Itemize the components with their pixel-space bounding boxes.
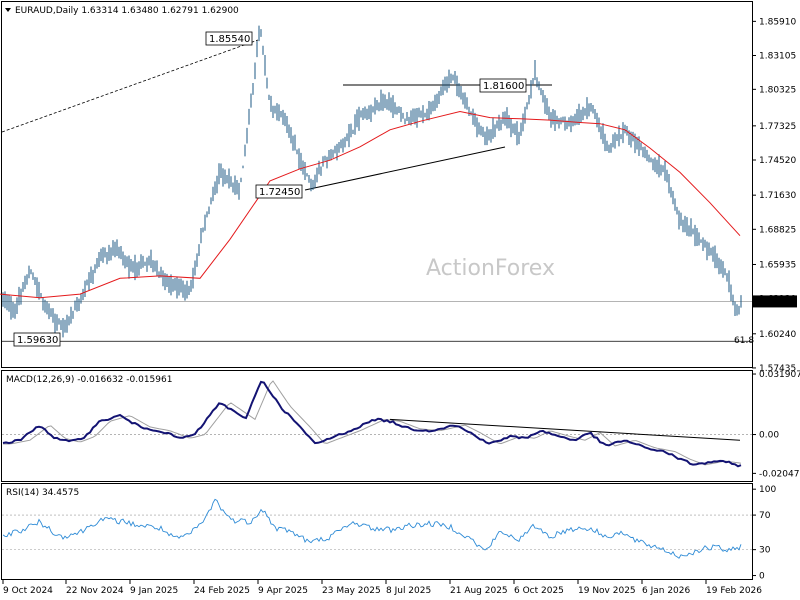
dotted-trendline bbox=[1, 39, 259, 133]
price-tick-label: 1.71630 bbox=[759, 191, 796, 201]
price-tick-label: 1.68825 bbox=[759, 225, 796, 235]
label-61-8: 61.8 bbox=[734, 336, 754, 346]
main-header-text: EURAUD,Daily 1.63314 1.63480 1.62791 1.6… bbox=[15, 6, 239, 16]
date-tick-label: 9 Oct 2024 bbox=[3, 586, 53, 596]
rising-trendline bbox=[304, 146, 506, 191]
macd-trendline bbox=[389, 418, 741, 441]
rsi-layer bbox=[2, 498, 752, 559]
date-tick-label: 8 Jul 2025 bbox=[386, 586, 431, 596]
label-1-72450: 1.72450 bbox=[259, 187, 300, 198]
rsi-panel-frame bbox=[1, 483, 753, 580]
macd-header-text: MACD(12,26,9) -0.016632 -0.015961 bbox=[6, 375, 172, 385]
main-panel-frame bbox=[1, 1, 753, 368]
last-price-label: 1.62900 bbox=[757, 297, 794, 307]
price-tick-label: 1.60240 bbox=[759, 330, 796, 340]
date-tick-label: 21 Aug 2025 bbox=[450, 586, 508, 596]
main-header: EURAUD,Daily 1.63314 1.63480 1.62791 1.6… bbox=[5, 6, 239, 16]
date-tick-label: 24 Feb 2025 bbox=[194, 586, 250, 596]
price-tick-label: 1.65935 bbox=[759, 260, 796, 270]
dropdown-triangle-icon[interactable] bbox=[5, 8, 11, 12]
date-tick-label: 9 Apr 2025 bbox=[258, 586, 308, 596]
macd-tick-label: -0.020479 bbox=[759, 469, 800, 479]
price-tick-label: 1.80325 bbox=[759, 85, 796, 95]
price-tick-label: 1.74520 bbox=[759, 156, 796, 166]
label-1-85540-box bbox=[205, 31, 253, 46]
date-tick-label: 6 Oct 2025 bbox=[514, 586, 564, 596]
rsi-header-text: RSI(14) 34.4575 bbox=[6, 488, 79, 498]
label-1-81600: 1.81600 bbox=[483, 81, 524, 92]
rsi-line bbox=[2, 498, 742, 559]
main-price-layer: 1.85540 1.72450 1.81600 1.59630 61.8 bbox=[0, 25, 754, 347]
date-tick-label: 19 Feb 2026 bbox=[706, 586, 762, 596]
price-tick-label: 1.57435 bbox=[759, 364, 796, 374]
label-1-59630: 1.59630 bbox=[17, 335, 58, 346]
label-1-81600-box bbox=[479, 78, 527, 93]
rsi-tick-label: 30 bbox=[759, 546, 771, 556]
watermark: ActionForex bbox=[426, 256, 555, 281]
ohlc-bars bbox=[2, 25, 742, 338]
label-1-72450-box bbox=[255, 184, 303, 199]
rsi-tick-label: 100 bbox=[759, 485, 776, 495]
price-tick-label: 1.85910 bbox=[759, 17, 796, 27]
date-tick-label: 6 Jan 2026 bbox=[642, 586, 690, 596]
rsi-tick-label: 0 bbox=[759, 572, 765, 582]
price-tick-label: 1.83105 bbox=[759, 51, 796, 61]
price-tick-label: 1.77325 bbox=[759, 122, 796, 132]
macd-tick-label: 0.031907 bbox=[759, 370, 800, 380]
macd-layer bbox=[2, 380, 752, 468]
label-1-59630-box bbox=[13, 332, 61, 347]
axis-layer: 1.85910 1.83105 1.80325 1.77325 1.74520 1.716… bbox=[2, 17, 800, 596]
date-tick-label: 23 May 2025 bbox=[322, 586, 381, 596]
last-price-box bbox=[753, 295, 797, 308]
moving-average-line bbox=[0, 110, 741, 299]
date-tick-label: 9 Jan 2025 bbox=[130, 586, 178, 596]
macd-tick-label: 0.00 bbox=[759, 431, 779, 441]
label-1-85540: 1.85540 bbox=[209, 34, 250, 45]
macd-signal-line bbox=[3, 380, 742, 466]
macd-line bbox=[2, 380, 742, 468]
date-tick-label: 19 Nov 2025 bbox=[578, 586, 636, 596]
rsi-tick-label: 70 bbox=[759, 511, 771, 521]
macd-panel-frame bbox=[1, 370, 753, 482]
date-tick-label: 22 Nov 2024 bbox=[66, 586, 124, 596]
